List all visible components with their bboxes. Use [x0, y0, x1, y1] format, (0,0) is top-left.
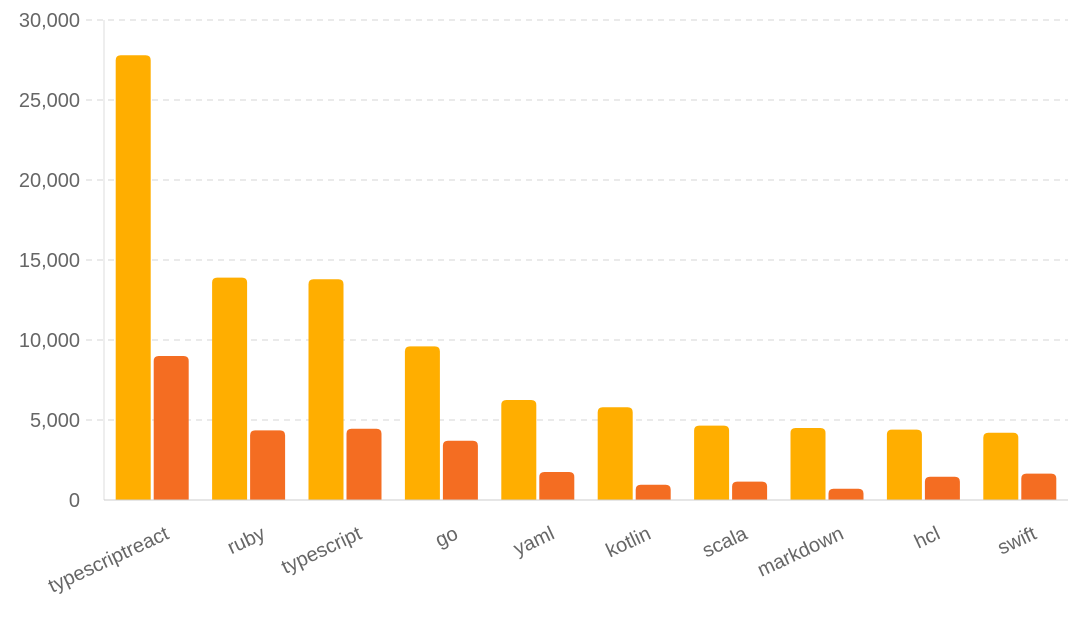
- bars: [115, 55, 1057, 500]
- bar-hcl-series-2: [924, 476, 960, 500]
- x-axis: typescriptreact ruby typescript go yaml kotli…: [45, 522, 1040, 597]
- y-tick-label: 15,000: [19, 250, 80, 272]
- bar-go-series-1: [404, 346, 440, 500]
- bar-scala-series-1: [694, 425, 730, 500]
- bar-ruby-series-1: [212, 277, 248, 500]
- x-tick-label: hcl: [911, 523, 943, 554]
- bar-typescriptreact-series-1: [115, 55, 151, 500]
- y-tick-label: 20,000: [19, 170, 80, 192]
- x-tick-label: typescript: [278, 522, 365, 578]
- y-tick-label: 30,000: [19, 10, 80, 32]
- bar-go-series-2: [442, 440, 478, 500]
- x-tick-label: kotlin: [603, 523, 655, 563]
- x-tick-label: typescriptreact: [45, 522, 173, 597]
- x-tick-label: go: [432, 523, 461, 552]
- x-tick-label: ruby: [224, 523, 269, 559]
- bar-yaml-series-2: [539, 472, 575, 500]
- bar-kotlin-series-2: [635, 484, 671, 500]
- bar-markdown-series-1: [790, 428, 826, 500]
- grid-lines: [86, 19, 1068, 421]
- bar-yaml-series-1: [501, 400, 537, 500]
- x-tick-label: swift: [994, 522, 1040, 559]
- bar-typescript-series-1: [308, 279, 344, 500]
- bar-swift-series-1: [983, 432, 1019, 500]
- bar-typescriptreact-series-2: [153, 356, 189, 500]
- bar-scala-series-2: [732, 481, 768, 500]
- x-tick-label: yaml: [510, 523, 558, 561]
- y-tick-label: 10,000: [19, 330, 80, 352]
- x-tick-label: scala: [699, 522, 751, 562]
- y-axis: 0 5,000 10,000 15,000 20,000 25,000 30,000: [19, 10, 80, 512]
- bar-typescript-series-2: [346, 428, 382, 500]
- y-tick-label: 25,000: [19, 90, 80, 112]
- y-tick-label: 5,000: [30, 410, 80, 432]
- y-tick-label: 0: [69, 490, 80, 512]
- bar-swift-series-2: [1021, 473, 1057, 500]
- x-tick-label: markdown: [754, 523, 847, 582]
- bar-kotlin-series-1: [597, 407, 633, 500]
- bar-ruby-series-2: [250, 430, 286, 500]
- bar-markdown-series-2: [828, 488, 864, 500]
- bar-hcl-series-1: [886, 429, 922, 500]
